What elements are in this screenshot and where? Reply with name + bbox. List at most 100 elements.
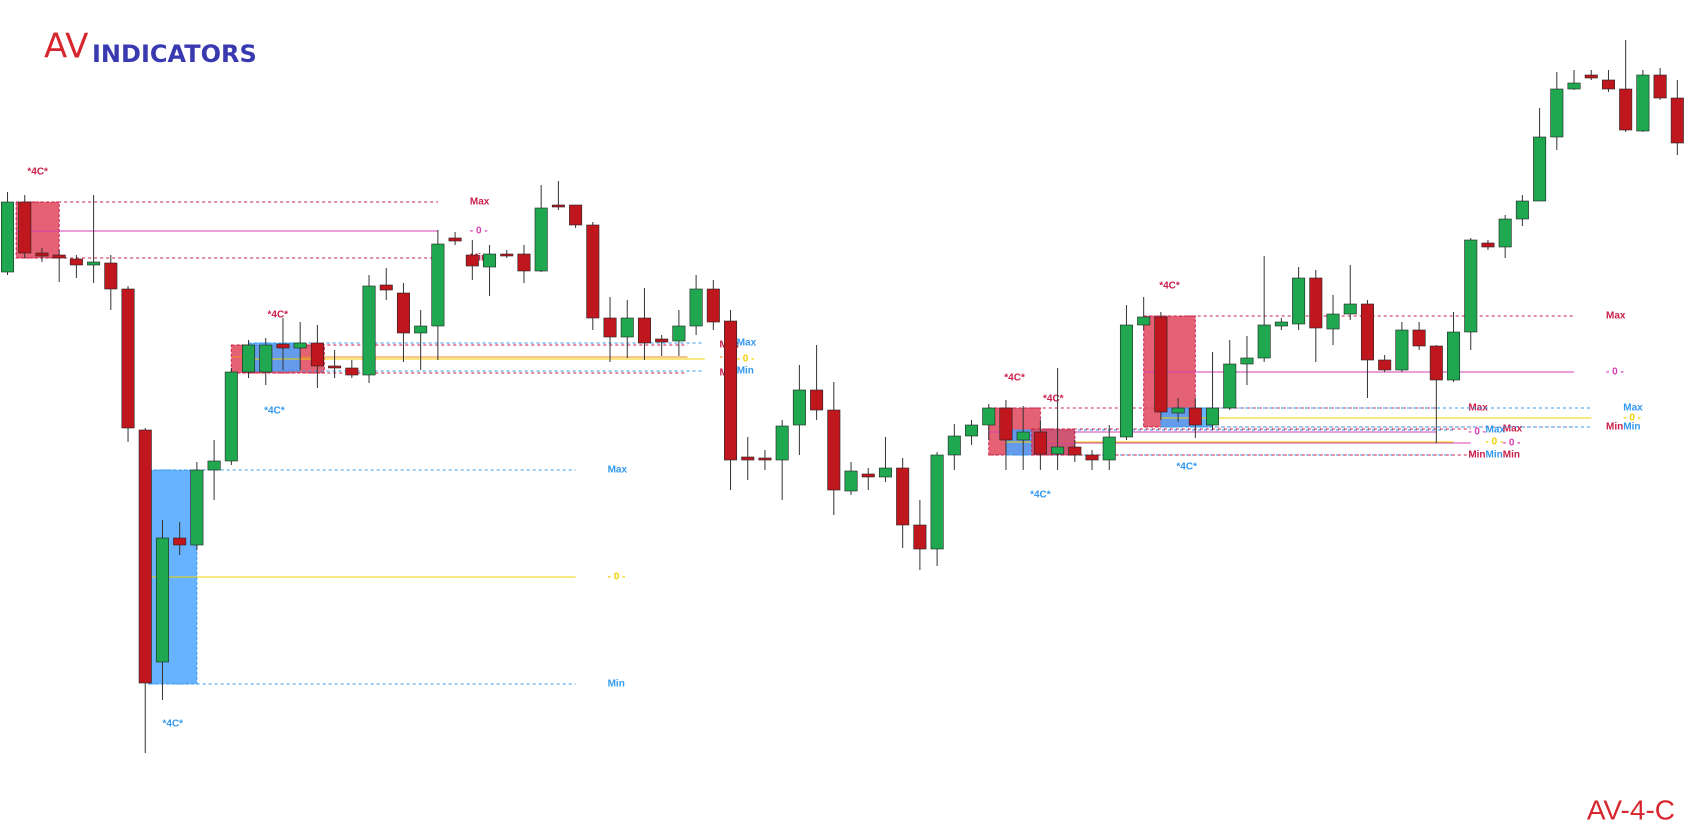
candle-body bbox=[1653, 74, 1667, 99]
zone-label: - 0 - bbox=[1623, 413, 1641, 424]
candle-body bbox=[1567, 82, 1581, 90]
watermark: AV-4-C bbox=[1587, 794, 1675, 825]
zone-tag: *4C* bbox=[1004, 373, 1025, 384]
candle-body bbox=[465, 254, 479, 267]
zone-label: - 0 - bbox=[470, 226, 488, 237]
candle-body bbox=[1429, 345, 1443, 381]
zone-tag: *4C* bbox=[162, 719, 183, 730]
candle-body bbox=[982, 407, 996, 426]
candle-body bbox=[1309, 277, 1323, 329]
candle-body bbox=[1464, 239, 1478, 333]
zone-label: Max bbox=[1503, 424, 1523, 435]
candle-body bbox=[1, 201, 15, 273]
candle-body bbox=[448, 237, 462, 242]
candle-body bbox=[379, 284, 393, 291]
zone-tag: *4C* bbox=[1176, 462, 1197, 473]
logo-mark: AV bbox=[44, 27, 88, 67]
candle-body bbox=[483, 253, 497, 268]
candle-body bbox=[431, 243, 445, 327]
candle-body bbox=[414, 325, 428, 334]
candle-body bbox=[276, 343, 290, 349]
candle-body bbox=[792, 389, 806, 426]
zone-label: Max bbox=[1606, 311, 1626, 322]
candle-body bbox=[18, 201, 32, 254]
candle-body bbox=[1223, 363, 1237, 409]
candle-body bbox=[1395, 329, 1409, 371]
candle-body bbox=[1085, 454, 1099, 461]
candle-body bbox=[1550, 88, 1564, 138]
candle-body bbox=[1343, 303, 1357, 315]
zone-label: Min bbox=[737, 366, 754, 377]
candle-body bbox=[1119, 324, 1133, 438]
candle-body bbox=[1154, 316, 1168, 413]
zone-label: - 0 - bbox=[608, 572, 626, 583]
candle-body bbox=[1102, 436, 1116, 461]
candle-body bbox=[758, 457, 772, 461]
candle-body bbox=[689, 288, 703, 327]
zone-label: - 0 - bbox=[1468, 427, 1486, 438]
candle-body bbox=[224, 371, 238, 462]
candle-body bbox=[1068, 446, 1082, 456]
candle-body bbox=[1601, 79, 1615, 90]
candle-body bbox=[1670, 97, 1684, 144]
candle-body bbox=[1016, 431, 1030, 441]
candle-body bbox=[69, 258, 83, 266]
candle-body bbox=[104, 262, 118, 290]
candle-body bbox=[328, 365, 342, 369]
candle-body bbox=[173, 537, 187, 546]
candle-body bbox=[551, 204, 565, 208]
zone-tag: *4C* bbox=[268, 310, 289, 321]
zone-label: Min bbox=[1486, 450, 1503, 461]
zone-tag: *4C* bbox=[1159, 281, 1180, 292]
candle-body bbox=[1584, 74, 1598, 79]
candle-body bbox=[913, 524, 927, 550]
candle-body bbox=[396, 292, 410, 334]
candle-body bbox=[345, 367, 359, 376]
logo-text: INDICATORS bbox=[92, 40, 257, 68]
candle-body bbox=[844, 470, 858, 492]
zone-label: Max bbox=[1623, 403, 1643, 414]
candle-body bbox=[999, 407, 1013, 441]
candle-body bbox=[1378, 359, 1392, 371]
candle-body bbox=[1326, 313, 1340, 330]
candle-body bbox=[1033, 431, 1047, 455]
candle-body bbox=[586, 224, 600, 319]
candle-body bbox=[52, 254, 66, 259]
candle-body bbox=[155, 537, 169, 663]
zone-label: Max bbox=[1468, 403, 1488, 414]
candle-body bbox=[965, 424, 979, 437]
candle-body bbox=[827, 409, 841, 491]
zone-label: Min bbox=[1503, 450, 1520, 461]
candle-body bbox=[362, 285, 376, 376]
candle-body bbox=[672, 325, 686, 342]
candle-body bbox=[190, 469, 204, 546]
candle-body bbox=[1051, 446, 1065, 455]
candle-body bbox=[1257, 324, 1271, 359]
candle-body bbox=[655, 338, 669, 343]
zone-tag: *4C* bbox=[264, 406, 285, 417]
candle-body bbox=[500, 253, 514, 257]
zone-label: - 0 - bbox=[1503, 438, 1521, 449]
zone-box bbox=[248, 342, 301, 372]
candle-body bbox=[534, 207, 548, 272]
candle-body bbox=[896, 467, 910, 526]
zone-label: Min bbox=[1623, 422, 1640, 433]
candle-body bbox=[1137, 316, 1151, 326]
candle-body bbox=[741, 456, 755, 461]
candle-body bbox=[1412, 329, 1426, 347]
candle-body bbox=[775, 425, 789, 461]
candle-body bbox=[1240, 357, 1254, 365]
candle-body bbox=[1533, 136, 1547, 202]
candle-body bbox=[517, 253, 531, 272]
zone-tag: *4C* bbox=[27, 167, 48, 178]
candle-body bbox=[1274, 321, 1288, 327]
zone-tag: *4C* bbox=[1043, 394, 1064, 405]
candle-body bbox=[1206, 407, 1220, 426]
candle-body bbox=[121, 288, 135, 429]
candle-body bbox=[1171, 407, 1185, 414]
candle-body bbox=[878, 467, 892, 478]
candle-body bbox=[569, 204, 583, 226]
candle-body bbox=[1498, 218, 1512, 248]
